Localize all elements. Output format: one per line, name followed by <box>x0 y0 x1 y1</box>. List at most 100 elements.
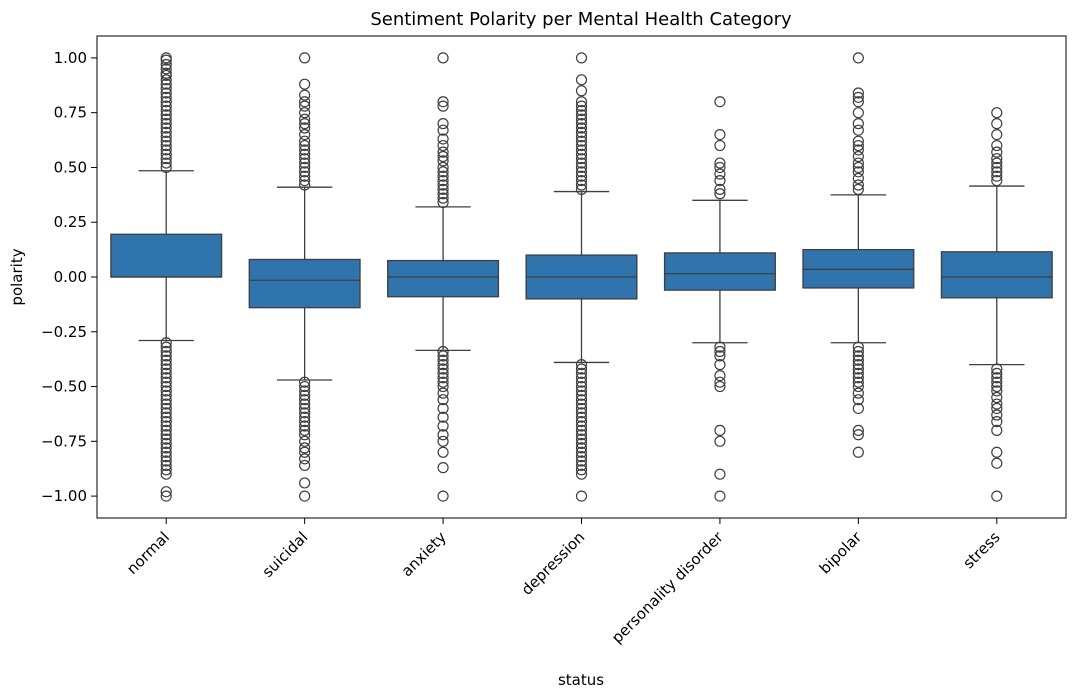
outlier-point <box>437 411 449 423</box>
outlier-point <box>575 52 588 64</box>
outlier-point <box>160 109 172 121</box>
outlier-point <box>575 451 588 463</box>
outlier-point <box>160 104 172 117</box>
outlier-point <box>299 139 311 152</box>
box-group <box>940 107 1053 502</box>
outlier-point <box>437 179 449 191</box>
outlier-point <box>575 96 588 108</box>
outlier-point <box>299 96 311 108</box>
outlier-point <box>991 139 1003 152</box>
outlier-point <box>437 52 449 64</box>
outlier-point <box>437 376 449 388</box>
outlier-point <box>160 82 172 95</box>
plot-area <box>110 52 1053 502</box>
outlier-point <box>991 118 1003 130</box>
outlier-point <box>299 78 311 90</box>
outlier-point <box>575 398 588 410</box>
outlier-point <box>160 402 172 415</box>
outlier-point <box>714 468 726 480</box>
outlier-point <box>160 376 172 388</box>
box-group <box>802 52 915 458</box>
outlier-point <box>299 122 311 134</box>
outlier-point <box>714 490 726 502</box>
outlier-point <box>160 78 172 90</box>
y-tick-label: 0.25 <box>54 213 87 231</box>
outlier-point <box>299 420 311 432</box>
outlier-point <box>437 118 449 130</box>
outlier-point <box>714 369 726 382</box>
outlier-point <box>852 363 864 375</box>
outlier-point <box>991 153 1003 165</box>
outlier-point <box>714 139 726 152</box>
outlier-point <box>299 385 311 397</box>
outlier-point <box>575 100 588 112</box>
outlier-point <box>575 407 588 419</box>
outlier-point <box>299 113 311 125</box>
outlier-point <box>160 464 172 476</box>
outlier-point <box>852 429 864 441</box>
outlier-point <box>714 376 726 388</box>
outlier-point <box>575 372 588 384</box>
outlier-point <box>852 387 864 399</box>
outlier-point <box>852 118 864 130</box>
outlier-point <box>714 424 726 436</box>
outlier-point <box>160 385 172 397</box>
outlier-point <box>852 446 864 458</box>
iqr-box <box>110 233 223 278</box>
outlier-point <box>575 411 588 423</box>
outlier-point <box>991 367 1003 379</box>
outlier-point <box>575 433 588 445</box>
outlier-point <box>299 459 311 472</box>
outlier-point <box>575 459 588 472</box>
outlier-point <box>852 150 864 163</box>
outlier-point <box>575 170 588 182</box>
outlier-point <box>991 402 1003 415</box>
outlier-point <box>160 367 172 379</box>
outlier-point <box>852 345 864 358</box>
outlier-point <box>437 100 449 112</box>
outlier-point <box>437 490 449 502</box>
outlier-point <box>714 96 726 108</box>
outlier-point <box>575 175 588 187</box>
outlier-point <box>437 161 449 174</box>
outlier-point <box>437 146 449 158</box>
outlier-point <box>575 424 588 436</box>
outlier-point <box>160 354 172 366</box>
outlier-point <box>160 490 172 502</box>
y-tick-label: 0.00 <box>54 268 87 286</box>
outlier-point <box>575 455 588 467</box>
outlier-point <box>299 389 311 401</box>
outlier-point <box>437 394 449 406</box>
outlier-point <box>437 359 449 371</box>
outlier-point <box>160 372 172 384</box>
y-tick-label: −0.50 <box>41 378 87 396</box>
outlier-point <box>575 464 588 476</box>
outlier-point <box>852 135 864 147</box>
outlier-point <box>575 144 588 156</box>
outlier-point <box>714 341 726 353</box>
outlier-point <box>299 453 311 465</box>
outlier-point <box>299 148 311 160</box>
outlier-point <box>575 380 588 393</box>
outlier-point <box>437 96 449 108</box>
outlier-point <box>575 437 588 450</box>
outlier-point <box>852 91 864 103</box>
outlier-point <box>160 442 172 454</box>
outlier-point <box>437 350 449 362</box>
box-group <box>663 96 776 502</box>
outlier-point <box>299 435 311 447</box>
outlier-point <box>991 146 1003 158</box>
outlier-point <box>160 394 172 406</box>
outlier-point <box>991 380 1003 393</box>
outlier-point <box>437 372 449 384</box>
outlier-point <box>852 139 864 152</box>
outlier-point <box>575 148 588 160</box>
outlier-point <box>437 139 449 152</box>
outlier-point <box>160 359 172 371</box>
outlier-point <box>991 157 1003 169</box>
outlier-point <box>437 155 449 167</box>
outlier-point <box>160 144 172 156</box>
outlier-point <box>714 183 726 195</box>
outlier-point <box>160 411 172 423</box>
outlier-point <box>575 394 588 406</box>
